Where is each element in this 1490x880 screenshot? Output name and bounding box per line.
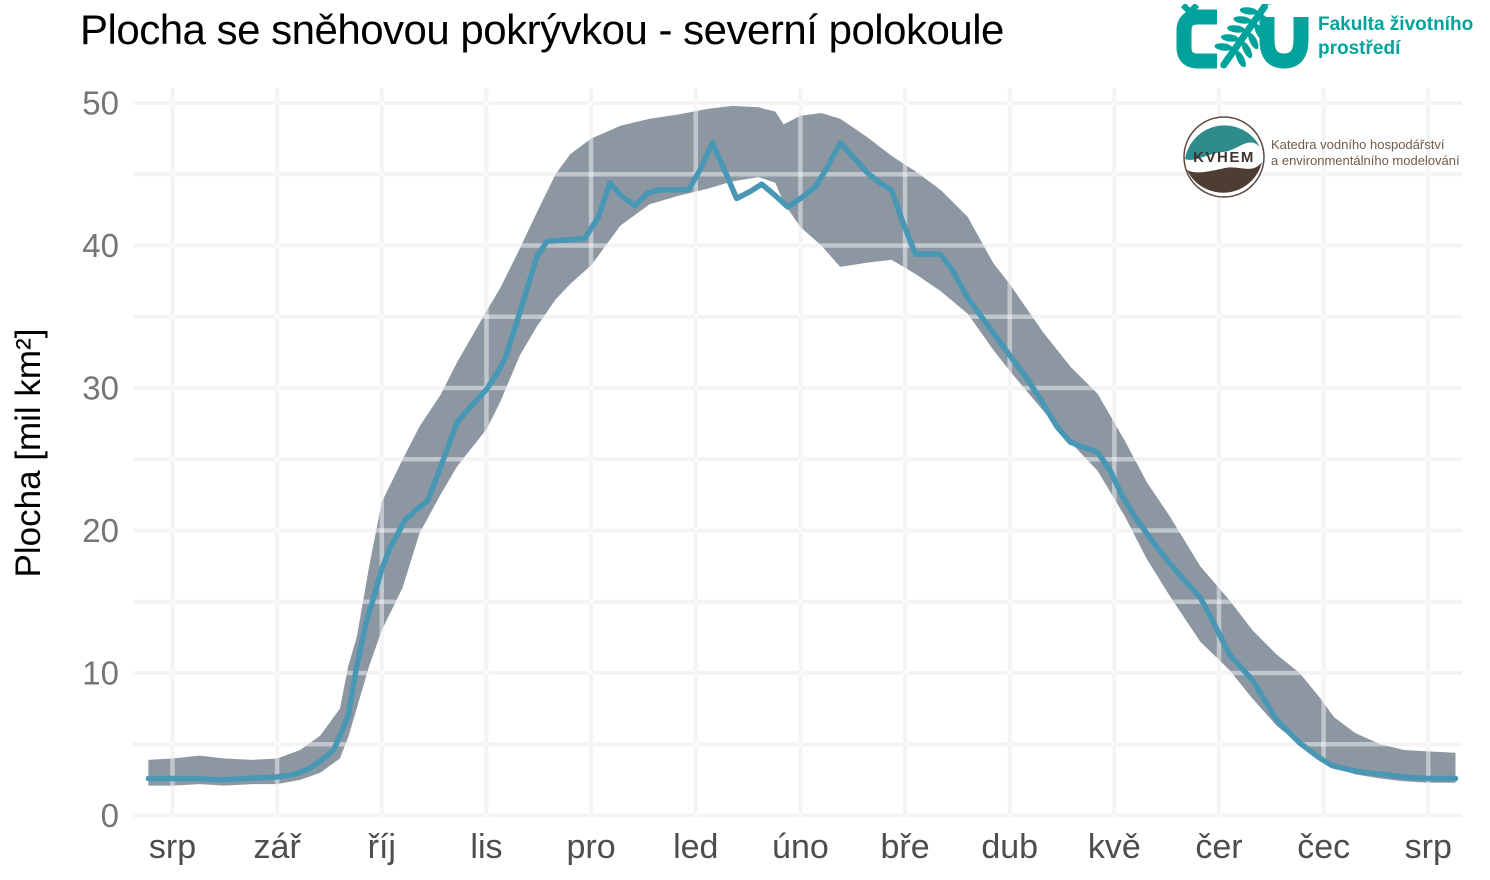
svg-text:kvě: kvě (1088, 828, 1141, 866)
kvhem-brown-wave (1187, 162, 1262, 193)
svg-text:úno: úno (772, 828, 829, 866)
kvhem-logo: KVHEM Katedra vodního hospodářství a env… (1181, 114, 1490, 204)
range-band (148, 105, 1456, 786)
czu-faculty-line1: Fakulta životního (1318, 14, 1474, 35)
svg-text:30: 30 (82, 370, 119, 407)
kvhem-acronym: KVHEM (1193, 149, 1255, 166)
kvhem-dept-line1: Katedra vodního hospodářství (1271, 137, 1445, 152)
svg-text:dub: dub (981, 828, 1038, 866)
svg-text:0: 0 (101, 797, 119, 834)
snow-extent-line (145, 140, 1459, 783)
gridlines (133, 88, 1462, 818)
kvhem-logo-icon: KVHEM (1183, 116, 1265, 198)
page-title: Plocha se sněhovou pokrývkou - severní p… (80, 6, 1004, 53)
svg-text:50: 50 (82, 85, 119, 122)
czu-logo-icon (1176, 0, 1309, 69)
czu-letter-c (1176, 9, 1217, 69)
kvhem-teal-wave (1185, 125, 1260, 160)
svg-text:říj: říj (368, 828, 396, 866)
y-axis-tick-labels: 0 10 20 30 40 50 (82, 85, 119, 835)
svg-text:zář: zář (254, 828, 302, 866)
svg-text:20: 20 (82, 512, 119, 549)
svg-text:lis: lis (470, 828, 502, 866)
svg-text:pro: pro (567, 828, 616, 866)
gridlines-overlay (133, 88, 1462, 818)
kvhem-dept-line2: a environmentálního modelování (1271, 153, 1460, 168)
x-axis-tick-labels: srp zář říj lis pro led úno bře dub kvě čer čec srp (149, 828, 1452, 866)
czu-hacek (1180, 2, 1200, 17)
svg-text:40: 40 (82, 227, 119, 264)
czu-faculty-name: Fakulta životního prostředí (1318, 13, 1473, 61)
svg-text:10: 10 (82, 655, 119, 692)
svg-text:srp: srp (149, 828, 196, 866)
y-axis-title: Plocha [mil km²] (9, 329, 48, 578)
svg-text:čer: čer (1195, 828, 1242, 866)
czu-letter-u (1259, 17, 1309, 69)
czu-logo: Fakulta životního prostředí (1170, 0, 1490, 84)
svg-text:srp: srp (1405, 828, 1452, 866)
czu-faculty-line2: prostředí (1318, 38, 1401, 59)
kvhem-dept-name: Katedra vodního hospodářství a environme… (1271, 137, 1460, 169)
svg-text:led: led (673, 828, 718, 866)
svg-text:bře: bře (880, 828, 929, 866)
svg-text:čec: čec (1297, 828, 1350, 866)
